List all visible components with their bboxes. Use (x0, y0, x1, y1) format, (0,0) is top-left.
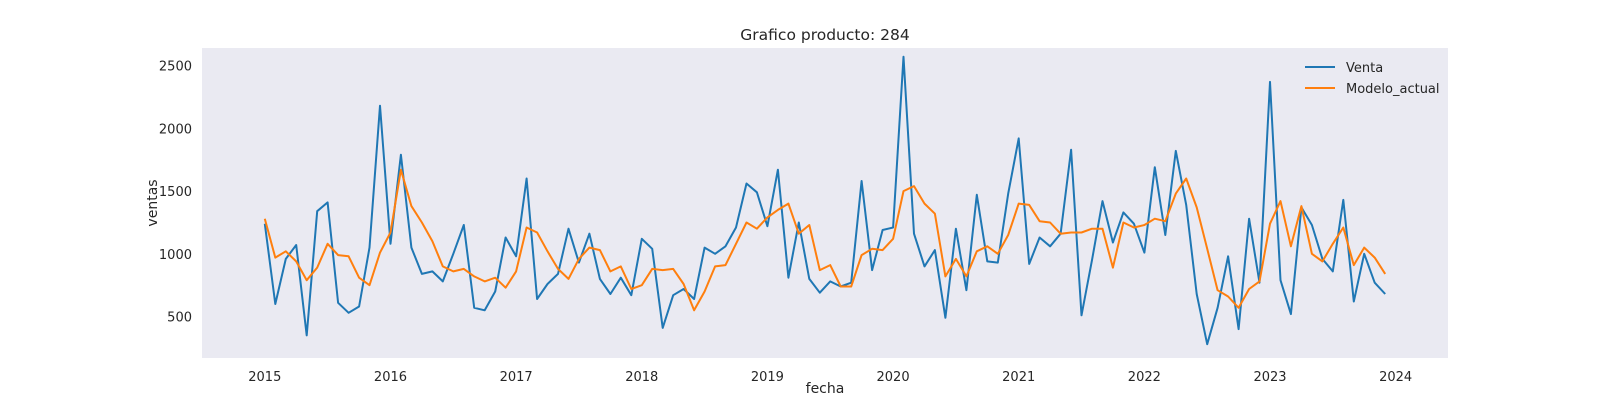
x-tick-label: 2015 (248, 370, 281, 385)
x-tick-label: 2017 (500, 370, 533, 385)
y-tick-label: 2500 (159, 60, 192, 75)
x-tick-label: 2024 (1379, 370, 1412, 385)
x-axis-label: fecha (806, 381, 845, 397)
y-tick-label: 1000 (159, 248, 192, 263)
x-tick-label: 2016 (374, 370, 407, 385)
x-tick-labels: 2015 2016 2017 2018 2019 2020 2021 2022 2023 2024 (248, 370, 1412, 385)
x-tick-label: 2021 (1002, 370, 1035, 385)
y-tick-label: 500 (167, 311, 192, 326)
y-tick-label: 2000 (159, 122, 192, 137)
series-line-modelo-actual (263, 168, 1387, 312)
y-axis-label: ventas (145, 179, 161, 226)
legend-label-modelo-actual: Modelo_actual (1346, 82, 1440, 97)
x-tick-label: 2022 (1128, 370, 1161, 385)
x-tick-label: 2018 (625, 370, 658, 385)
x-tick-label: 2020 (877, 370, 910, 385)
y-tick-label: 1500 (159, 185, 192, 200)
x-tick-label: 2023 (1253, 370, 1286, 385)
y-tick-labels: 500 1000 1500 2000 2500 (159, 60, 192, 326)
series-line-venta (263, 55, 1386, 346)
series-layer (263, 55, 1387, 346)
x-tick-label: 2019 (751, 370, 784, 385)
chart-title: Grafico producto: 284 (740, 26, 909, 44)
legend: Venta Modelo_actual (1305, 61, 1440, 97)
legend-label-venta: Venta (1346, 61, 1383, 76)
plot-background (202, 48, 1448, 358)
